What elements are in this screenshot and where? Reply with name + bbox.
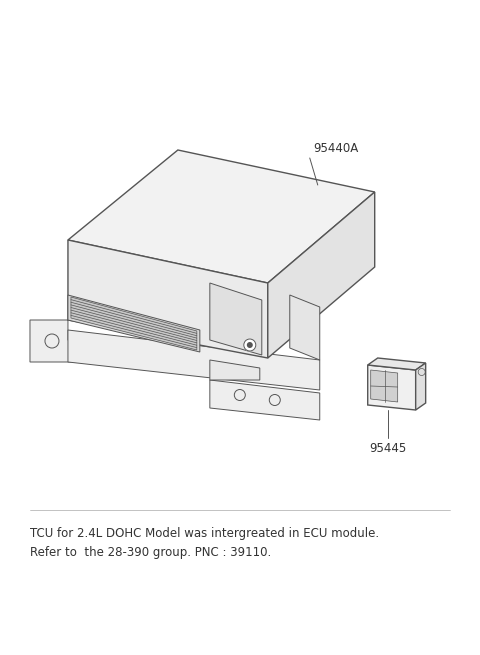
Polygon shape (68, 240, 268, 358)
Polygon shape (210, 360, 260, 380)
Polygon shape (71, 297, 197, 350)
Text: TCU for 2.4L DOHC Model was intergreated in ECU module.
Refer to  the 28-390 gro: TCU for 2.4L DOHC Model was intergreated… (30, 527, 379, 559)
Polygon shape (368, 365, 416, 410)
Polygon shape (268, 192, 375, 358)
Circle shape (244, 339, 256, 351)
Text: 95440A: 95440A (313, 142, 358, 155)
Polygon shape (30, 320, 100, 362)
Polygon shape (68, 330, 320, 390)
Polygon shape (210, 380, 320, 420)
Polygon shape (210, 283, 262, 355)
Polygon shape (290, 295, 320, 360)
Polygon shape (68, 150, 375, 283)
Polygon shape (368, 358, 426, 370)
Polygon shape (416, 363, 426, 410)
Text: 95445: 95445 (369, 442, 407, 455)
Circle shape (247, 342, 253, 348)
Polygon shape (68, 295, 200, 352)
Polygon shape (371, 370, 398, 402)
